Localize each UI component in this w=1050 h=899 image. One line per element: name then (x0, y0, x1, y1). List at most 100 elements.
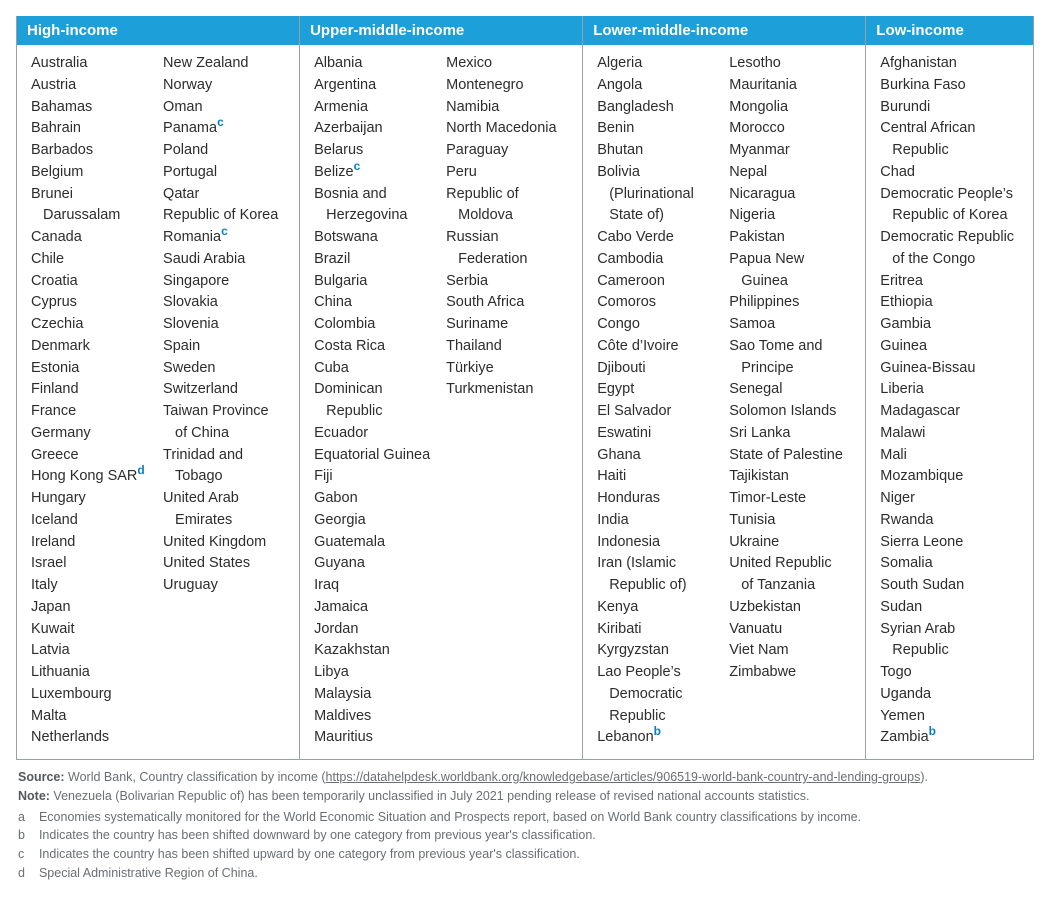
country-entry: Egypt (597, 379, 723, 401)
country-entry: China (314, 292, 440, 314)
source-link[interactable]: https://datahelpdesk.worldbank.org/knowl… (326, 770, 921, 784)
country-entry: Rwanda (880, 510, 1023, 532)
column-header: Upper-middle-income (300, 16, 582, 45)
country-entry: Bangladesh (597, 97, 723, 119)
country-entry: Zimbabwe (729, 662, 855, 684)
footnotes: Source: World Bank, Country classificati… (16, 760, 1034, 883)
country-entry: Norway (163, 75, 289, 97)
country-entry: Saudi Arabia (163, 249, 289, 271)
country-entry: Viet Nam (729, 640, 855, 662)
subcolumn: AlgeriaAngolaBangladeshBeninBhutanBolivi… (597, 53, 723, 749)
country-entry: Zambiab (880, 727, 1023, 749)
country-entry: Armenia (314, 97, 440, 119)
footnote-list: aEconomies systematically monitored for … (18, 808, 861, 883)
country-entry: Côte d’Ivoire (597, 336, 723, 358)
country-entry: Turkmenistan (446, 379, 572, 401)
footnote-key: c (18, 845, 39, 864)
country-entry: Kazakhstan (314, 640, 440, 662)
country-entry: Uruguay (163, 575, 289, 597)
country-entry: Belarus (314, 140, 440, 162)
country-entry: Mauritania (729, 75, 855, 97)
country-entry: Qatar (163, 184, 289, 206)
column-body: AlbaniaArgentinaArmeniaAzerbaijanBelarus… (300, 45, 582, 759)
column-high-income: High-income AustraliaAustriaBahamasBahra… (16, 16, 299, 759)
country-entry: Eswatini (597, 423, 723, 445)
country-entry: Cameroon (597, 271, 723, 293)
country-entry: New Zealand (163, 53, 289, 75)
country-entry: Canada (31, 227, 157, 249)
country-entry: Benin (597, 118, 723, 140)
country-entry: Albania (314, 53, 440, 75)
country-entry: Croatia (31, 271, 157, 293)
country-entry: Singapore (163, 271, 289, 293)
country-entry: Somalia (880, 553, 1023, 575)
country-entry: Cyprus (31, 292, 157, 314)
country-entry: Mauritius (314, 727, 440, 749)
country-entry: Djibouti (597, 358, 723, 380)
footnote-text: Economies systematically monitored for t… (39, 808, 861, 827)
country-entry: Gabon (314, 488, 440, 510)
country-entry: Equatorial Guinea (314, 445, 440, 467)
country-entry: Yemen (880, 706, 1023, 728)
subcolumn: AlbaniaArgentinaArmeniaAzerbaijanBelarus… (314, 53, 440, 749)
country-entry: Pakistan (729, 227, 855, 249)
country-entry: Ethiopia (880, 292, 1023, 314)
country-entry: Nicaragua (729, 184, 855, 206)
country-entry: Lebanonb (597, 727, 723, 749)
footnote-item: bIndicates the country has been shifted … (18, 826, 861, 845)
footnote-text: Indicates the country has been shifted d… (39, 826, 861, 845)
country-entry: Iraq (314, 575, 440, 597)
country-entry: Myanmar (729, 140, 855, 162)
country-entry: Central AfricanRepublic (880, 118, 1023, 162)
column-body: AustraliaAustriaBahamasBahrainBarbadosBe… (17, 45, 299, 759)
country-entry: Senegal (729, 379, 855, 401)
footnote-text: Special Administrative Region of China. (39, 864, 861, 883)
country-entry: Botswana (314, 227, 440, 249)
country-entry: Bulgaria (314, 271, 440, 293)
country-entry: Jordan (314, 619, 440, 641)
footnote-text: Indicates the country has been shifted u… (39, 845, 861, 864)
country-entry: Comoros (597, 292, 723, 314)
country-entry: Mongolia (729, 97, 855, 119)
country-entry: Malawi (880, 423, 1023, 445)
country-entry: United States (163, 553, 289, 575)
country-entry: Suriname (446, 314, 572, 336)
country-entry: Ecuador (314, 423, 440, 445)
country-entry: Denmark (31, 336, 157, 358)
country-entry: Germany (31, 423, 157, 445)
country-entry: South Sudan (880, 575, 1023, 597)
country-entry: Lithuania (31, 662, 157, 684)
country-entry: Lao People’sDemocraticRepublic (597, 662, 723, 727)
country-entry: Niger (880, 488, 1023, 510)
country-entry: Mozambique (880, 466, 1023, 488)
country-entry: Hong Kong SARd (31, 466, 157, 488)
country-entry: Algeria (597, 53, 723, 75)
country-entry: Indonesia (597, 532, 723, 554)
country-entry: Fiji (314, 466, 440, 488)
footnote-note: Note: Venezuela (Bolivarian Republic of)… (18, 787, 1032, 806)
country-entry: Morocco (729, 118, 855, 140)
country-entry: Nigeria (729, 205, 855, 227)
country-entry: Switzerland (163, 379, 289, 401)
country-entry: Mexico (446, 53, 572, 75)
source-label: Source: (18, 770, 65, 784)
country-entry: United ArabEmirates (163, 488, 289, 532)
country-entry: Bahrain (31, 118, 157, 140)
country-entry: United Kingdom (163, 532, 289, 554)
country-entry: Timor-Leste (729, 488, 855, 510)
footnote-key: d (18, 864, 39, 883)
country-entry: Uzbekistan (729, 597, 855, 619)
country-entry: Austria (31, 75, 157, 97)
country-entry: Philippines (729, 292, 855, 314)
column-body: AfghanistanBurkina FasoBurundiCentral Af… (866, 45, 1033, 759)
subcolumn: New ZealandNorwayOmanPanamacPolandPortug… (163, 53, 289, 749)
country-entry: DominicanRepublic (314, 379, 440, 423)
country-entry: Vanuatu (729, 619, 855, 641)
country-entry: Syrian ArabRepublic (880, 619, 1023, 663)
country-entry: Türkiye (446, 358, 572, 380)
country-entry: Jamaica (314, 597, 440, 619)
country-entry: RussianFederation (446, 227, 572, 271)
country-entry: Tajikistan (729, 466, 855, 488)
country-entry: Poland (163, 140, 289, 162)
country-entry: Kyrgyzstan (597, 640, 723, 662)
